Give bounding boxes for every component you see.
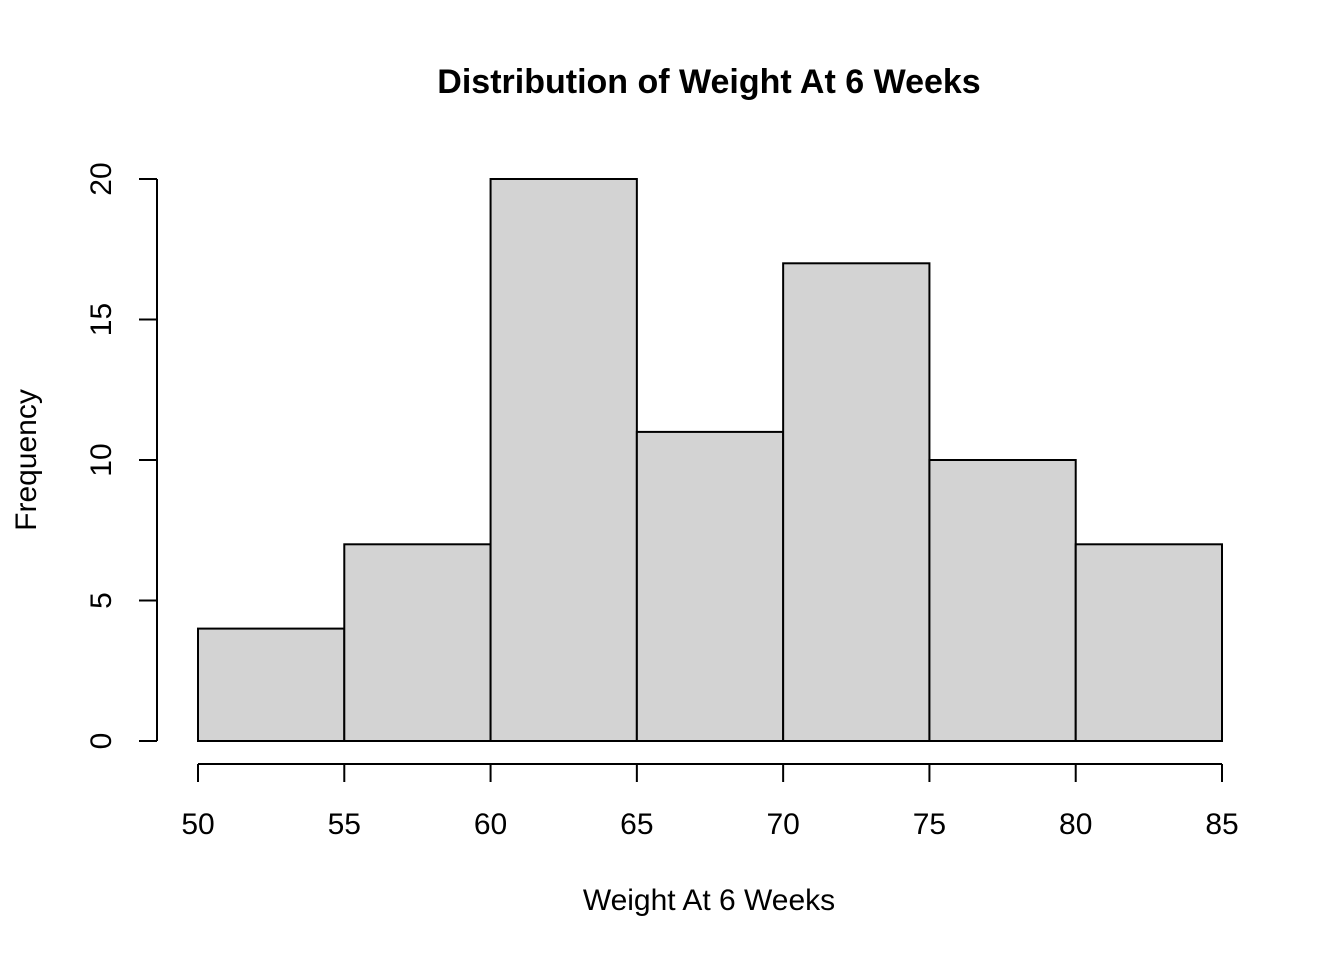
bars-group [197, 178, 1223, 742]
y-tick-label-1: 5 [85, 592, 118, 609]
y-tick-label-0: 0 [85, 733, 118, 750]
histogram-bar-3 [635, 430, 785, 742]
chart-title: Distribution of Weight At 6 Weeks [437, 63, 980, 101]
y-axis-label: Frequency [10, 389, 43, 531]
y-tick-label-4: 20 [85, 162, 118, 195]
x-tick-label-3: 65 [620, 808, 653, 841]
y-axis: 0 5 10 15 20 [85, 162, 158, 750]
x-tick-label-5: 75 [913, 808, 946, 841]
x-axis-label: Weight At 6 Weeks [583, 884, 835, 917]
x-tick-label-1: 55 [328, 808, 361, 841]
histogram-bar-1 [343, 543, 492, 742]
histogram-bar-2 [489, 178, 638, 742]
histogram-bar-4 [782, 262, 931, 742]
histogram-bar-6 [1074, 543, 1223, 742]
x-tick-label-6: 80 [1059, 808, 1092, 841]
x-tick-label-4: 70 [766, 808, 799, 841]
x-tick-label-0: 50 [181, 808, 214, 841]
x-tick-label-2: 60 [474, 808, 507, 841]
y-tick-label-2: 10 [85, 443, 118, 476]
y-tick-label-3: 15 [85, 303, 118, 336]
histogram-bar-5 [928, 459, 1077, 742]
histogram-bar-0 [197, 627, 346, 742]
x-tick-label-7: 85 [1205, 808, 1238, 841]
x-axis: 50 55 60 65 70 75 80 85 [181, 763, 1239, 841]
